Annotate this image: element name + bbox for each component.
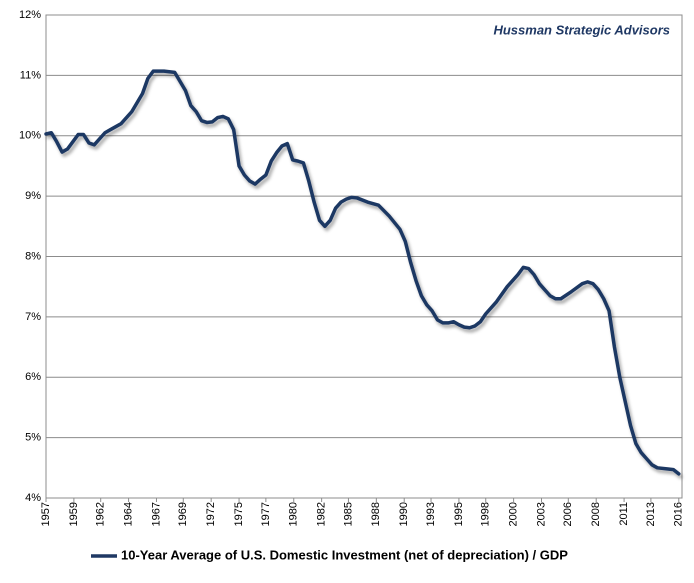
- grid: [45, 14, 682, 502]
- x-tick-label: 1998: [480, 502, 492, 526]
- x-tick-label: 1975: [233, 502, 245, 526]
- y-tick-label: 4%: [25, 492, 41, 504]
- x-tick-label: 1962: [95, 502, 107, 526]
- y-tick-label: 12%: [19, 9, 41, 21]
- plot-frame: [45, 14, 683, 499]
- x-tick-label: 2008: [590, 502, 602, 526]
- x-tick-label: 2013: [645, 502, 657, 526]
- labels: 4% 5% 6% 7% 8% 9% 10% 11% 12% 1957 1959 1962 1964 196…: [19, 9, 685, 563]
- y-tick-label: 8%: [25, 250, 41, 262]
- x-tick-label: 1972: [205, 502, 217, 526]
- x-tick-label: 1977: [260, 502, 272, 526]
- x-tick-label: 2016: [673, 502, 685, 526]
- x-tick-label: 1957: [40, 502, 52, 526]
- x-tick-label: 1985: [342, 502, 354, 526]
- x-tick-label: 1964: [122, 502, 134, 526]
- y-tick-label: 10%: [19, 130, 41, 142]
- x-tick-label: 1993: [425, 502, 437, 526]
- x-tick-label: 2006: [562, 502, 574, 526]
- x-tick-label: 1969: [177, 502, 189, 526]
- x-tick-label: 1959: [68, 502, 80, 526]
- annotation: Hussman Strategic Advisors: [493, 22, 670, 37]
- y-tick-label: 5%: [25, 432, 41, 444]
- x-tick-label: 2003: [535, 502, 547, 526]
- lines: [44, 69, 681, 476]
- x-tick-label: 1995: [453, 502, 465, 526]
- x-tick-label: 1988: [370, 502, 382, 526]
- legend-label: 10-Year Average of U.S. Domestic Investm…: [121, 547, 568, 562]
- y-tick-label: 7%: [25, 311, 41, 323]
- x-tick-label: 1967: [150, 502, 162, 526]
- x-tick-label: 2000: [508, 502, 520, 526]
- x-tick-label: 1990: [398, 502, 410, 526]
- x-tick-label: 1980: [288, 502, 300, 526]
- x-tick-label: 2011: [618, 502, 630, 526]
- y-tick-label: 6%: [25, 371, 41, 383]
- y-tick-label: 11%: [20, 69, 41, 81]
- y-tick-label: 9%: [25, 190, 41, 202]
- x-tick-label: 1982: [316, 502, 328, 526]
- series-line: [44, 69, 681, 476]
